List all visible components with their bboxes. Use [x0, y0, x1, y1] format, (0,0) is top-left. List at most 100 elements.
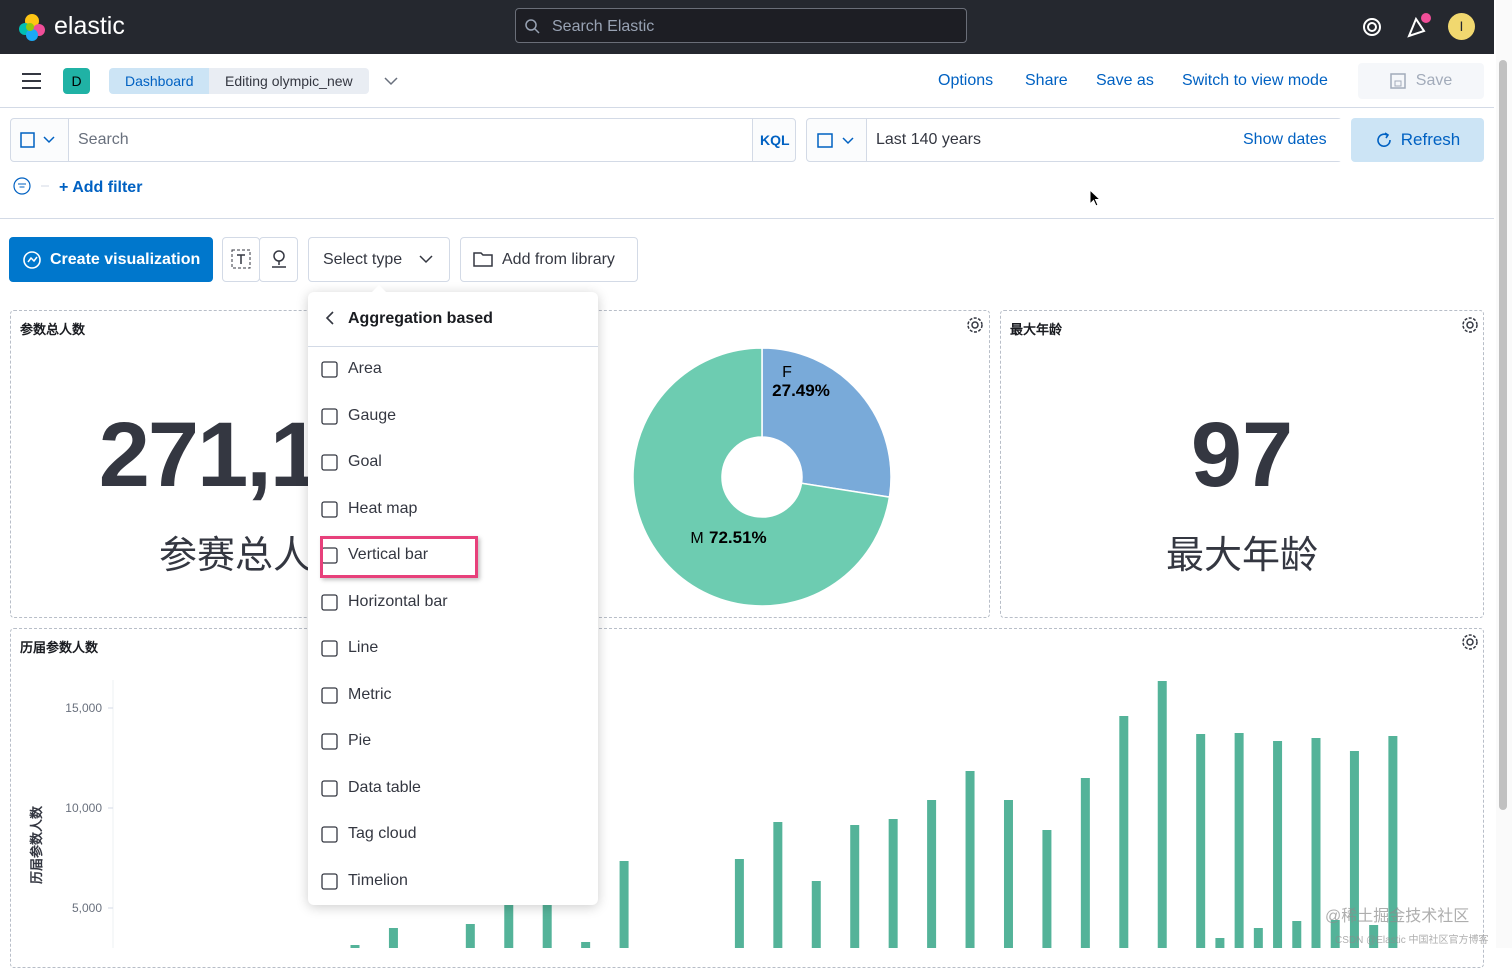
menu-item-icon — [321, 361, 338, 378]
refresh-button[interactable]: Refresh — [1351, 118, 1484, 162]
kql-button[interactable]: KQL — [760, 132, 790, 148]
bar — [1330, 920, 1340, 948]
help-icon[interactable] — [1360, 15, 1384, 39]
view-mode-link[interactable]: Switch to view mode — [1182, 72, 1328, 89]
menu-item[interactable]: Heat map — [348, 499, 418, 517]
query-input[interactable] — [68, 119, 753, 161]
bar — [465, 924, 475, 948]
bar — [1253, 928, 1263, 948]
watermark: CSDN @Elastic 中国社区官方博客 — [1335, 935, 1489, 946]
save-as-link[interactable]: Save as — [1096, 72, 1154, 89]
panel-settings[interactable] — [964, 314, 986, 336]
panel-settings[interactable] — [1459, 314, 1481, 336]
slice-name: F — [782, 364, 792, 381]
options-link[interactable]: Options — [938, 72, 994, 89]
pie-slice[interactable] — [761, 347, 892, 498]
menu-item-icon — [321, 826, 338, 843]
create-visualization[interactable]: Create visualization — [9, 237, 213, 282]
select-type-arrow — [419, 255, 433, 264]
y-tick-label: 10,000 — [65, 801, 102, 815]
bar — [1234, 733, 1244, 948]
menu-item[interactable]: Line — [348, 639, 379, 656]
pie-slice[interactable] — [632, 347, 891, 607]
slice-label: 27.49% — [772, 381, 830, 400]
bar — [1369, 925, 1379, 948]
menu-item[interactable]: Gauge — [348, 406, 397, 424]
menu-item-icon — [321, 779, 338, 797]
bar — [850, 825, 860, 948]
show-dates[interactable]: Show dates — [1243, 131, 1327, 148]
watermark: @稀土掘金技术社区 — [1325, 908, 1470, 925]
menu-item[interactable]: Tag cloud — [348, 825, 417, 842]
bar — [1349, 751, 1359, 948]
time-range[interactable] — [866, 119, 1342, 161]
icon-shape — [321, 779, 338, 797]
panel-settings[interactable] — [1459, 631, 1481, 653]
chart-layer: 历届参数人数 F27.49% M 72.51% 5,000 10,000 15,000 — [29, 347, 1398, 948]
menu-item-icon — [321, 733, 338, 750]
panel: 最大年龄 97 最大年龄 — [1000, 310, 1484, 618]
bar — [504, 905, 514, 948]
title-dropdown[interactable] — [383, 75, 399, 87]
global-search[interactable]: Search Elastic — [515, 8, 967, 43]
save-icon — [1390, 73, 1406, 89]
bar — [1215, 938, 1225, 948]
y-tick-label: 5,000 — [72, 901, 102, 915]
avatar[interactable]: I — [1448, 13, 1475, 40]
breadcrumb[interactable]: Dashboard — [109, 68, 210, 94]
news-icon[interactable] — [1404, 11, 1434, 41]
icon-shape — [321, 686, 338, 704]
save-button[interactable]: Save — [1358, 63, 1484, 99]
bar — [734, 859, 744, 948]
back-button[interactable] — [324, 310, 336, 326]
menu-item-icon — [321, 593, 338, 611]
scrollbar — [1496, 0, 1512, 948]
folder-icon — [473, 252, 493, 267]
space-badge[interactable]: D — [63, 68, 90, 94]
saved-query-button[interactable] — [19, 131, 61, 149]
share-link[interactable]: Share — [1025, 72, 1068, 89]
y-axis-title: 历届参数人数 — [29, 805, 44, 884]
quick-menu-button[interactable] — [816, 131, 858, 149]
type-menu: Aggregation based Area Gauge Goal Heat map V… — [308, 285, 598, 905]
add-filter[interactable]: + Add filter — [59, 179, 143, 196]
mouse-cursor — [1089, 189, 1102, 207]
bar — [1388, 736, 1398, 948]
menu-item[interactable]: Metric — [348, 685, 392, 703]
icon-shape — [321, 640, 338, 657]
menu-item-icon — [321, 640, 338, 657]
add-map-button[interactable] — [259, 237, 298, 282]
menu-item[interactable]: Pie — [348, 732, 372, 749]
bar — [1157, 681, 1167, 948]
add-from-library[interactable]: Add from library — [460, 237, 638, 282]
menu-button[interactable] — [22, 72, 42, 90]
icon-shape — [321, 500, 338, 518]
bar — [773, 822, 783, 948]
icon-shape — [321, 454, 338, 471]
slice-label: 72.51% — [709, 528, 767, 547]
separator — [0, 218, 1494, 219]
bar — [1003, 800, 1013, 948]
y-tick-label: 15,000 — [65, 701, 102, 715]
filter-menu-icon[interactable] — [13, 177, 53, 197]
menu-item[interactable]: Goal — [348, 453, 382, 470]
menu-item-icon — [321, 454, 338, 471]
highlight-box — [320, 536, 478, 578]
logo[interactable]: elastic — [54, 12, 125, 40]
menu-item[interactable]: Vertical bar — [348, 546, 429, 563]
menu-item[interactable]: Data table — [348, 778, 421, 796]
icon-shape — [321, 407, 338, 425]
bar — [927, 800, 937, 948]
menu-item[interactable]: Horizontal bar — [348, 592, 448, 610]
menu-item-icon — [321, 407, 338, 425]
scrollbar-thumb[interactable] — [1499, 60, 1507, 810]
menu-item[interactable]: Timelion — [348, 871, 408, 889]
elastic-logo-icon — [19, 14, 45, 41]
select-type[interactable]: Select type — [308, 237, 450, 282]
menu-title: Aggregation based — [348, 310, 493, 327]
query-placeholder: Search — [78, 131, 129, 148]
bar — [1080, 778, 1090, 948]
icon-shape — [321, 733, 338, 750]
menu-item[interactable]: Area — [348, 360, 382, 377]
